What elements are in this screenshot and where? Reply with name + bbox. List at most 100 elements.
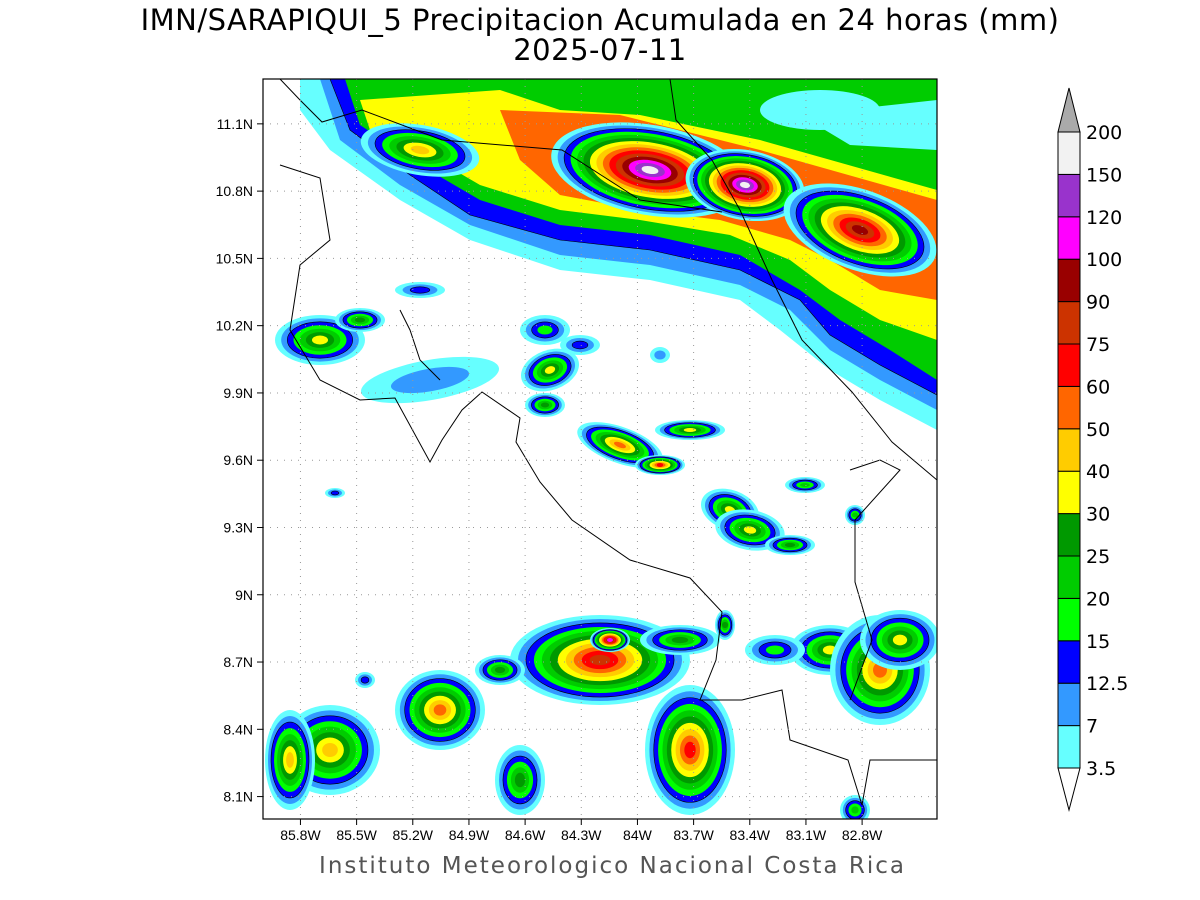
border-line bbox=[279, 79, 723, 213]
colorbar-swatch bbox=[1057, 173, 1081, 218]
precip-contour bbox=[851, 225, 869, 235]
colorbar-label: 100 bbox=[1086, 249, 1122, 271]
lon-tick-label: 83.1W bbox=[786, 827, 827, 843]
lat-tick-label: 10.5N bbox=[216, 250, 253, 266]
lat-tick-label: 9.6N bbox=[223, 452, 253, 468]
colorbar-label: 150 bbox=[1086, 164, 1122, 186]
colorbar-swatch bbox=[1057, 385, 1081, 430]
lat-tick-label: 8.7N bbox=[223, 654, 253, 670]
colorbar-label: 12.5 bbox=[1086, 673, 1128, 695]
precip-contour bbox=[684, 741, 696, 759]
lat-tick-label: 8.1N bbox=[223, 789, 253, 805]
precip-contour bbox=[433, 704, 447, 716]
precip-contour bbox=[571, 340, 589, 350]
precip-contour bbox=[614, 441, 626, 449]
precip-contour bbox=[607, 638, 613, 642]
lat-tick-label: 9.9N bbox=[223, 385, 253, 401]
lon-tick-label: 83.4W bbox=[730, 827, 771, 843]
colorbar-label: 3.5 bbox=[1086, 758, 1116, 780]
colorbar-label: 50 bbox=[1086, 419, 1110, 441]
precip-contour bbox=[654, 350, 666, 360]
precip-contour bbox=[656, 463, 664, 467]
lon-tick-label: 85.2W bbox=[393, 827, 434, 843]
colorbar-over-arrow bbox=[1057, 87, 1081, 133]
colorbar-swatch bbox=[1057, 597, 1081, 642]
lat-tick-label: 9N bbox=[235, 587, 253, 603]
precip-contour bbox=[641, 165, 659, 175]
colorbar-swatch bbox=[1057, 682, 1081, 727]
coastline bbox=[279, 79, 937, 806]
lon-tick-label: 85.5W bbox=[336, 827, 377, 843]
precip-contour bbox=[852, 512, 858, 518]
precip-contour bbox=[743, 526, 757, 534]
colorbar-swatch bbox=[1057, 301, 1081, 345]
lon-tick-label: 84.6W bbox=[505, 827, 546, 843]
precip-contour bbox=[514, 772, 526, 788]
grid-lines bbox=[263, 79, 937, 819]
precip-contour bbox=[800, 100, 937, 150]
precip-contour bbox=[537, 325, 553, 335]
chart-date: 2025-07-11 bbox=[513, 33, 687, 67]
precip-contour bbox=[322, 742, 338, 758]
colorbar-label: 25 bbox=[1086, 546, 1110, 568]
precip-contour bbox=[683, 428, 697, 432]
lat-tick-label: 8.4N bbox=[223, 721, 253, 737]
precip-contour bbox=[671, 636, 689, 644]
colorbar-swatch bbox=[1057, 513, 1081, 557]
colorbar-label: 75 bbox=[1086, 334, 1110, 356]
precip-contour bbox=[739, 181, 751, 189]
border-line bbox=[669, 79, 937, 481]
colorbar-label: 90 bbox=[1086, 292, 1110, 314]
lat-tick-label: 10.8N bbox=[216, 183, 253, 199]
precip-contour bbox=[390, 366, 470, 394]
colorbar: 3.5 7 12.5 15 20 25 30 40 50 60 75 90 100 120 150 200 bbox=[1057, 87, 1128, 812]
precip-contour bbox=[360, 676, 370, 684]
border-line bbox=[279, 164, 937, 806]
lon-tick-label: 84.9W bbox=[449, 827, 490, 843]
colorbar-swatch bbox=[1057, 428, 1081, 472]
lat-tick-label: 11.1N bbox=[217, 116, 253, 132]
lon-tick-label: 82.8W bbox=[842, 827, 883, 843]
lon-tick-label: 83.7W bbox=[673, 827, 714, 843]
colorbar-label: 60 bbox=[1086, 376, 1110, 398]
colorbar-swatch bbox=[1057, 470, 1081, 515]
colorbar-swatch bbox=[1057, 640, 1081, 684]
precip-contour bbox=[851, 806, 859, 814]
precip-contour bbox=[544, 366, 556, 374]
precip-contour bbox=[765, 645, 785, 655]
colorbar-label: 7 bbox=[1086, 716, 1098, 738]
precipitation-field bbox=[265, 79, 937, 819]
precip-contour bbox=[286, 752, 294, 768]
colorbar-label: 20 bbox=[1086, 588, 1110, 610]
precip-contour bbox=[892, 634, 908, 646]
precip-contour bbox=[722, 621, 728, 629]
precip-contour bbox=[784, 542, 796, 548]
colorbar-label: 40 bbox=[1086, 461, 1110, 483]
colorbar-swatch bbox=[1057, 555, 1081, 599]
axis-ticks: 85.8W 85.5W 85.2W 84.9W 84.6W 84.3W 84W 83.7W 83… bbox=[216, 116, 883, 843]
colorbar-under-arrow bbox=[1057, 767, 1081, 812]
colorbar-swatch bbox=[1057, 258, 1081, 303]
precip-contour bbox=[410, 145, 430, 155]
colorbar-label: 30 bbox=[1086, 504, 1110, 526]
colorbar-label: 120 bbox=[1086, 207, 1122, 229]
lat-tick-label: 10.2N bbox=[216, 318, 253, 334]
colorbar-swatch bbox=[1057, 216, 1081, 260]
precip-contour bbox=[330, 490, 340, 496]
lat-tick-label: 9.3N bbox=[223, 519, 253, 535]
precip-contour bbox=[800, 483, 810, 487]
lon-tick-label: 85.8W bbox=[280, 827, 321, 843]
map-frame bbox=[262, 78, 938, 820]
precip-contour bbox=[494, 666, 506, 674]
colorbar-swatch bbox=[1057, 343, 1081, 387]
precip-contour bbox=[311, 335, 329, 345]
lon-tick-label: 84W bbox=[623, 827, 653, 843]
lon-tick-label: 84.3W bbox=[561, 827, 602, 843]
colorbar-label: 200 bbox=[1086, 122, 1122, 144]
colorbar-swatch bbox=[1057, 725, 1081, 769]
colorbar-swatch bbox=[1057, 131, 1081, 175]
colorbar-label: 15 bbox=[1086, 631, 1110, 653]
footer-credit: Instituto Meteorologico Nacional Costa R… bbox=[319, 853, 906, 879]
precip-contour bbox=[589, 654, 611, 666]
